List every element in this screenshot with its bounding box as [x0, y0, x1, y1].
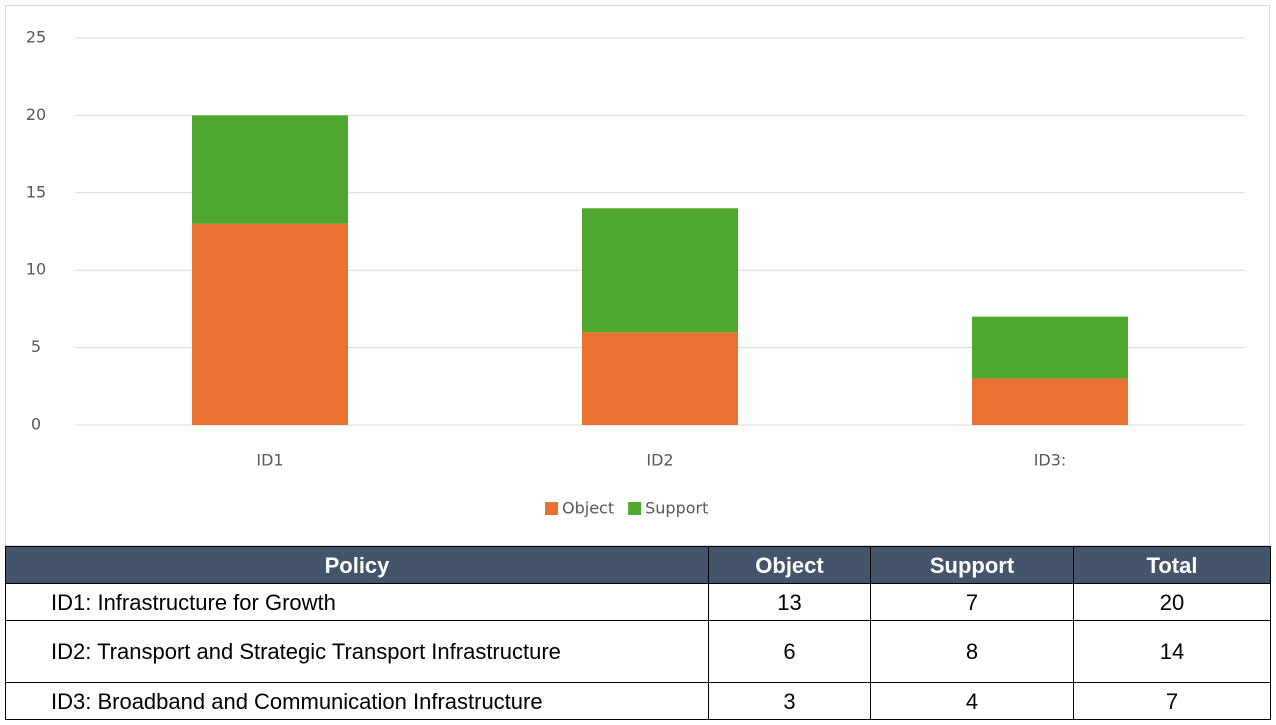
policy-cell: ID1: Infrastructure for Growth [5, 583, 709, 621]
legend-label: Support [645, 499, 708, 518]
y-tick-label: 25 [26, 28, 46, 47]
table-row: ID3: Broadband and Communication Infrast… [5, 682, 1271, 720]
x-tick-label: ID2 [646, 451, 673, 470]
number-cell: 3 [708, 682, 871, 720]
legend-swatch [628, 502, 642, 515]
policy-text: ID2: Transport and Strategic Transport I… [51, 639, 561, 664]
bar [972, 378, 1128, 425]
legend-label: Object [562, 499, 614, 518]
legend-swatch [545, 502, 558, 515]
x-tick-label: ID3: [1034, 451, 1067, 470]
number-cell: 7 [1073, 682, 1271, 720]
y-tick-label: 10 [26, 260, 46, 279]
policy-cell: ID3: Broadband and Communication Infrast… [5, 682, 709, 720]
bar [192, 115, 348, 224]
y-tick-label: 15 [26, 182, 46, 201]
header-cell: Policy [5, 546, 709, 584]
table-row: ID1: Infrastructure for Growth 13 7 20 [5, 583, 1271, 621]
number-cell: 20 [1073, 583, 1271, 621]
y-tick-label: 20 [26, 105, 46, 124]
header-cell: Object [708, 546, 871, 584]
data-table: Policy Object Support Total ID1: Infrastruc… [5, 546, 1271, 720]
header-cell: Total [1073, 546, 1271, 584]
number-cell: 13 [708, 583, 871, 621]
policy-cell: ID2: Transport and Strategic Transport I… [5, 620, 709, 683]
bar [582, 208, 738, 333]
y-tick-label: 0 [31, 415, 41, 434]
bar [192, 223, 348, 425]
policy-text: ID3: Broadband and Communication Infrast… [51, 688, 543, 714]
number-cell: 7 [870, 583, 1074, 621]
header-cell: Support [870, 546, 1074, 584]
table-row: ID2: Transport and Strategic Transport I… [5, 620, 1271, 683]
y-tick-label: 5 [31, 337, 41, 356]
x-tick-label: ID1 [256, 451, 283, 470]
number-cell: 4 [870, 682, 1074, 720]
number-cell: 6 [708, 620, 871, 683]
header-row: Policy Object Support Total [5, 546, 1271, 584]
bar [582, 332, 738, 425]
number-cell: 8 [870, 620, 1074, 683]
number-cell: 14 [1073, 620, 1271, 683]
chart: 0 5 10 15 20 25 ID1 ID2 ID3: Object Support [5, 5, 1270, 546]
policy-text: ID1: Infrastructure for Growth [51, 589, 336, 615]
bar [972, 316, 1128, 379]
table-body: ID1: Infrastructure for Growth 13 7 20 ID2: … [5, 583, 1271, 720]
